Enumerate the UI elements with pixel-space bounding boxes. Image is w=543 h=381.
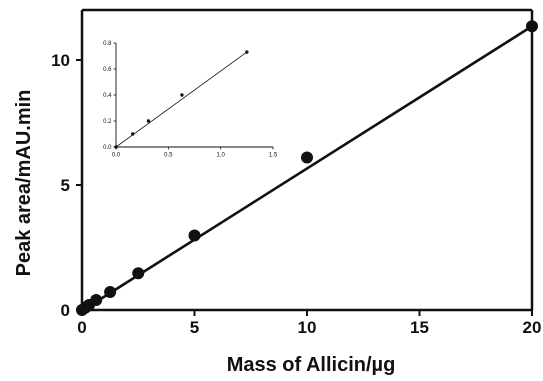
inset-y-tick-label: 0.2 — [103, 119, 112, 125]
x-tick-label: 20 — [523, 318, 542, 337]
inset-fit-line — [115, 51, 248, 148]
data-point — [301, 151, 313, 164]
data-point — [90, 294, 103, 306]
y-tick-label: 10 — [51, 51, 70, 70]
y-axis-title: Peak area/mAU.min — [13, 90, 35, 277]
inset-data-point — [114, 145, 118, 149]
x-tick-label: 0 — [77, 318, 86, 337]
x-axis-title: Mass of Allicin/µg — [227, 354, 396, 376]
x-tick-label: 15 — [410, 318, 429, 337]
inset-x-tick-label: 1.5 — [269, 153, 278, 159]
data-point — [132, 267, 145, 280]
inset-data-point — [180, 93, 184, 97]
data-point — [104, 286, 117, 298]
inset-x-tick-label: 0.5 — [164, 153, 173, 159]
inset-data-point — [245, 50, 249, 54]
inset-y-tick-label: 0.6 — [103, 67, 112, 73]
y-tick-label: 0 — [61, 301, 70, 320]
inset-x-tick-label: 1.0 — [216, 153, 225, 159]
main-plot: 0 5 10 15 20 0 5 10 — [51, 8, 542, 337]
inset-data-point — [131, 132, 135, 136]
x-tick-label: 10 — [298, 318, 317, 337]
inset-data-point — [146, 119, 151, 123]
inset-plot: 0.0 0.5 1.0 1.5 0.0 0.2 0.4 0.6 0.8 — [103, 41, 278, 159]
inset-y-tick-label: 0.0 — [103, 145, 112, 151]
inset-y-tick-label: 0.8 — [103, 41, 112, 47]
inset-x-tick-label: 0.0 — [112, 153, 121, 159]
y-tick-label: 5 — [61, 176, 70, 195]
x-tick-label: 5 — [190, 318, 199, 337]
data-point — [526, 20, 538, 33]
fit-line — [81, 25, 533, 312]
inset-y-tick-label: 0.4 — [103, 93, 112, 99]
data-point — [188, 229, 201, 242]
